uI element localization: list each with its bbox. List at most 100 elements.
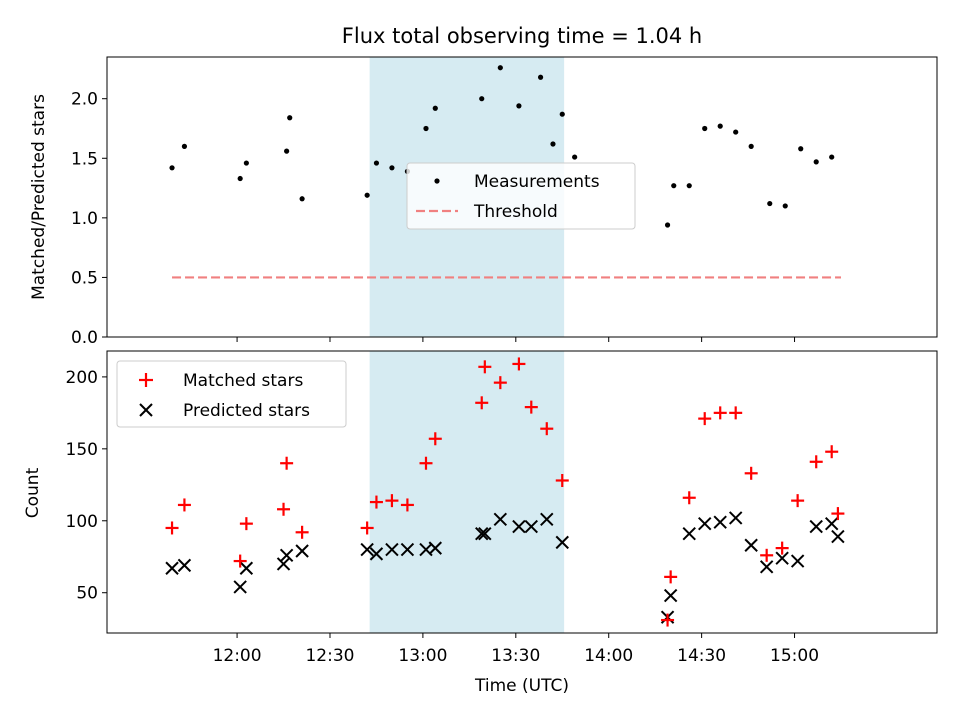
matched-star-point (360, 521, 374, 535)
matched-star-point (775, 541, 789, 555)
predicted-star-point (385, 542, 399, 557)
predicted-star-point (713, 515, 727, 529)
measurement-point (237, 175, 243, 182)
predicted-star-point (165, 561, 179, 575)
predicted-star-point (744, 538, 758, 552)
measurement-point (559, 111, 565, 117)
measurement-point (364, 192, 370, 198)
measurement-point (550, 141, 556, 147)
top-legend-box (406, 162, 636, 230)
bottom-markers (165, 357, 845, 627)
x-axis-label: Time (UTC) (474, 676, 569, 696)
predicted-star-point (775, 551, 789, 565)
top-y-ticks: 0.0 0.5 1.0 1.5 2.0 (71, 90, 107, 348)
matched-star-point (177, 498, 191, 512)
predicted-star-point (493, 512, 508, 527)
predicted-star-point (809, 519, 823, 534)
matched-star-point (233, 554, 247, 568)
top-y-axis-label: Matched/Predicted stars (29, 94, 49, 300)
top-panel: 0.00.51.01.52.0 Matched/Predicted stars … (29, 56, 938, 348)
predicted-star-point (759, 560, 774, 574)
matched-star-point (512, 357, 526, 371)
predicted-star-point (824, 516, 839, 531)
top-legend: Measurements Threshold (406, 162, 636, 230)
matched-star-point (791, 494, 805, 508)
matched-star-point (713, 406, 727, 420)
bottom-axes-frame (106, 350, 938, 634)
matched-star-point (661, 613, 675, 627)
measurement-point (537, 74, 544, 80)
measurement-point (664, 222, 671, 228)
top-y-tick-label: 1.5 (71, 149, 98, 169)
matched-star-point (419, 456, 433, 470)
bottom-panel: 50 100 150 200 12:00 12:30 13:00 13:30 14:00 14:… (23, 350, 938, 696)
x-tick-label: 14:00 (584, 646, 633, 666)
legend-measurements-label: Measurements (474, 172, 600, 192)
measurement-point (572, 154, 578, 160)
predicted-star-point (428, 541, 442, 555)
matched-star-point (493, 376, 507, 390)
measurement-point (782, 203, 788, 209)
bottom-y-tick-label: 50 (76, 584, 98, 604)
top-y-tick-label: 1.0 (71, 209, 98, 229)
measurement-point (767, 200, 773, 207)
predicted-star-point (663, 588, 678, 603)
matched-star-point (428, 432, 442, 446)
predicted-star-point (540, 512, 554, 527)
measurement-point (432, 105, 438, 111)
measurement-point (181, 143, 188, 149)
matched-star-point (385, 494, 399, 508)
predicted-star-point (728, 511, 743, 525)
predicted-star-point (239, 561, 254, 575)
measurement-point (733, 129, 739, 135)
matched-star-point (295, 525, 309, 539)
chart-title: Flux total observing time = 1.04 h (342, 24, 702, 48)
predicted-star-point (276, 557, 291, 571)
predicted-star-point (475, 527, 489, 541)
legend-threshold-label: Threshold (473, 202, 558, 222)
predicted-star-point (369, 547, 384, 561)
matched-star-point (744, 466, 758, 480)
matched-star-point (540, 422, 554, 436)
matched-star-point (475, 396, 489, 410)
top-y-tick-label: 2.0 (71, 90, 98, 110)
measurement-point (702, 125, 708, 132)
predicted-star-point (279, 548, 294, 563)
predicted-star-point (177, 558, 192, 573)
bottom-y-tick-label: 100 (66, 512, 98, 532)
legend-matched-marker (139, 373, 153, 387)
measurement-point (829, 154, 835, 160)
bottom-y-tick-label: 150 (66, 440, 98, 460)
matched-star-point (831, 507, 845, 521)
measurement-point (671, 183, 677, 189)
x-tick-label: 12:30 (305, 646, 354, 666)
bottom-y-tick-label: 200 (66, 368, 98, 388)
predicted-star-point (512, 519, 526, 534)
x-tick-label: 13:30 (491, 646, 540, 666)
bottom-y-ticks: 50 100 150 200 (66, 368, 107, 604)
measurement-point (497, 65, 503, 71)
measurement-point (169, 165, 175, 171)
predicted-star-point (555, 535, 569, 550)
matched-star-point (555, 473, 569, 487)
legend-predicted-label: Predicted stars (183, 401, 310, 421)
predicted-star-point (233, 580, 247, 594)
matched-star-point (400, 498, 414, 512)
legend-measurements-marker (434, 178, 440, 184)
matched-star-point (478, 360, 492, 374)
matched-star-point (664, 570, 678, 584)
measurement-point (287, 115, 293, 121)
measurement-point (516, 103, 522, 109)
matched-star-point (280, 456, 294, 470)
matched-star-point (165, 521, 179, 535)
bottom-legend: Matched stars Predicted stars (116, 360, 347, 428)
measurement-point (798, 146, 804, 152)
x-tick-label: 12:00 (213, 646, 262, 666)
measurement-point (479, 96, 485, 102)
matched-star-point (682, 491, 696, 505)
matched-star-point (277, 502, 291, 516)
measurement-point (284, 148, 290, 154)
measurement-point (423, 125, 429, 132)
matched-star-point (809, 455, 823, 469)
